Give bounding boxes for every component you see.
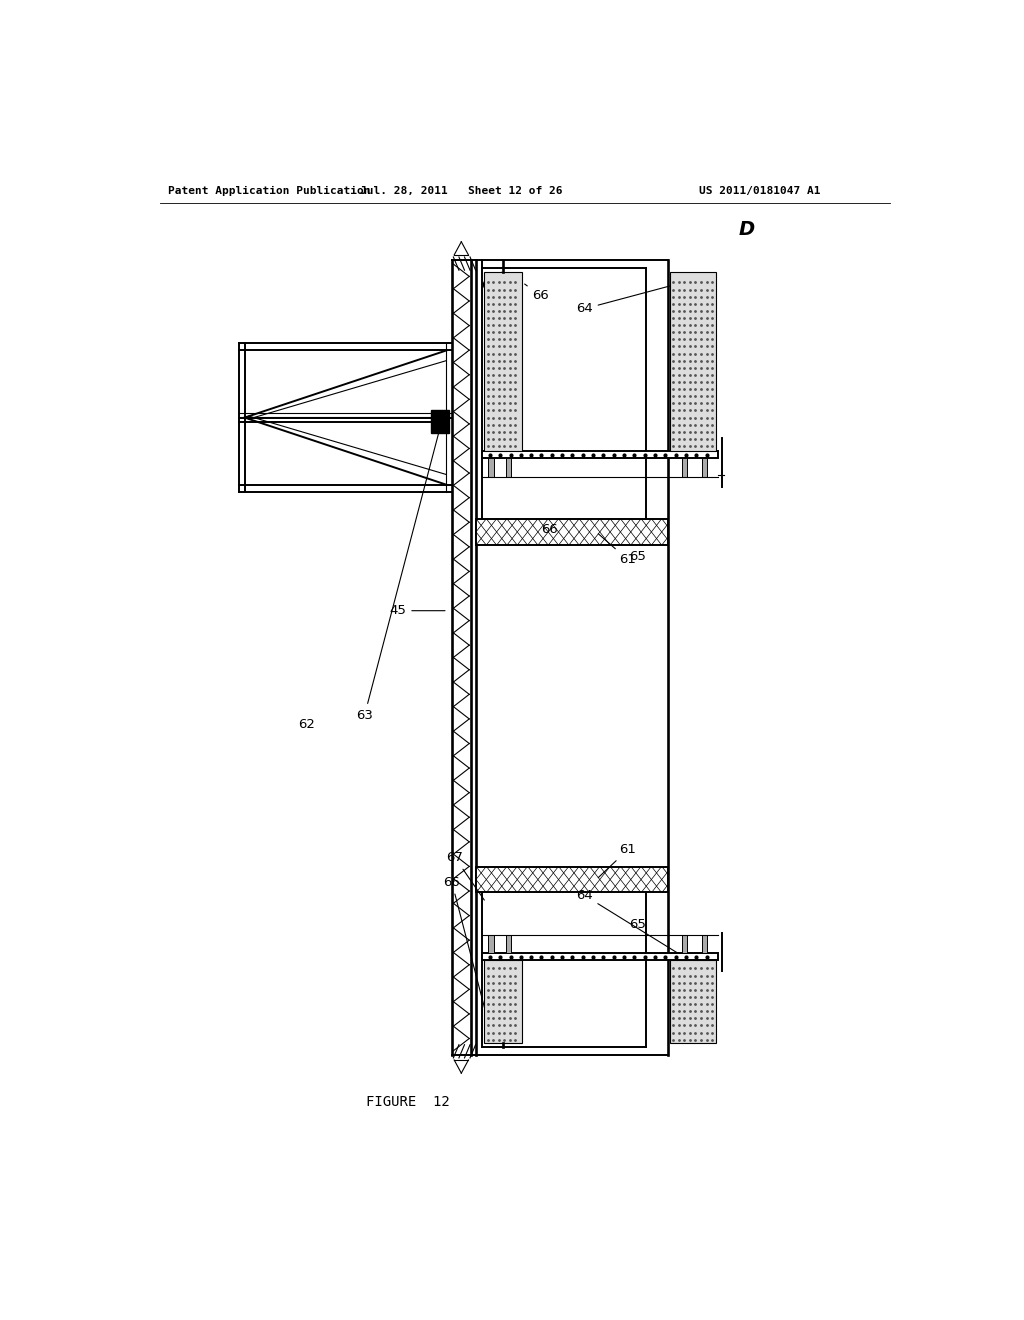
Text: D: D <box>739 220 755 239</box>
Bar <box>482 451 718 458</box>
Bar <box>475 519 668 545</box>
Bar <box>701 935 708 953</box>
Bar <box>670 961 716 1043</box>
Bar <box>484 961 522 1043</box>
Text: 61: 61 <box>598 533 636 566</box>
Text: 65: 65 <box>630 550 646 564</box>
Text: 45: 45 <box>389 605 445 618</box>
Text: FIGURE  12: FIGURE 12 <box>367 1094 450 1109</box>
Text: 64: 64 <box>575 888 695 964</box>
Bar <box>701 458 708 477</box>
Text: 66: 66 <box>524 284 549 302</box>
Bar <box>475 867 668 892</box>
Bar <box>682 935 687 953</box>
Bar <box>506 458 511 477</box>
Text: 66: 66 <box>443 875 487 1019</box>
Bar <box>482 953 718 961</box>
Text: 66: 66 <box>541 523 557 536</box>
Text: 62: 62 <box>299 718 315 731</box>
Text: 64: 64 <box>575 279 699 315</box>
Bar <box>670 272 716 451</box>
Bar <box>488 458 494 477</box>
Text: 65: 65 <box>630 919 646 932</box>
Text: 67: 67 <box>480 272 502 292</box>
Bar <box>475 519 668 545</box>
Text: 63: 63 <box>356 432 439 722</box>
Bar <box>488 935 494 953</box>
Bar <box>475 867 668 892</box>
Bar <box>431 411 449 433</box>
Bar <box>506 935 511 953</box>
Bar <box>682 458 687 477</box>
Text: Patent Application Publication: Patent Application Publication <box>168 186 371 195</box>
Text: US 2011/0181047 A1: US 2011/0181047 A1 <box>699 186 821 195</box>
Text: Jul. 28, 2011   Sheet 12 of 26: Jul. 28, 2011 Sheet 12 of 26 <box>360 186 562 195</box>
Bar <box>484 272 522 451</box>
Text: 61: 61 <box>598 843 636 878</box>
Text: 67: 67 <box>446 851 484 900</box>
